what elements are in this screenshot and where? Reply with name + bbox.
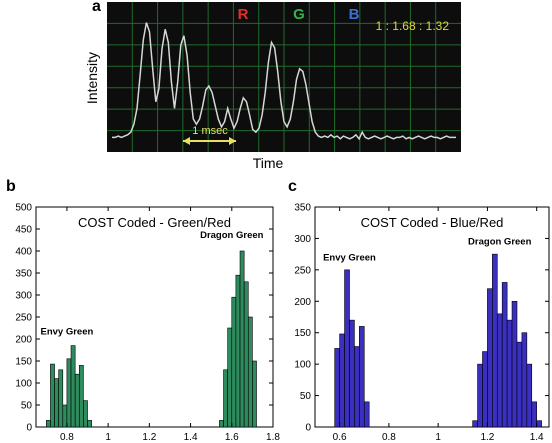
channel-label-r: R	[238, 6, 249, 23]
hist-br-bar	[482, 351, 488, 428]
hist-gr-y-tick-label: 450	[15, 225, 32, 236]
hist-gr-x-tick-label: 1	[105, 432, 111, 443]
hist-br-y-tick-label: 350	[294, 203, 311, 214]
hist-br-y-tick-label: 300	[294, 234, 311, 245]
hist-gr-y-tick-label: 400	[15, 247, 32, 258]
hist-br-bar	[531, 401, 537, 428]
hist-br-bar	[472, 420, 478, 428]
hist-gr-y-tick-label: 150	[15, 357, 32, 368]
intensity-trace	[112, 22, 456, 141]
hist-br-annotation: Dragon Green	[468, 237, 532, 248]
ratio-label: 1 : 1.68 : 1.32	[376, 19, 450, 33]
hist-br-bar	[477, 363, 483, 428]
hist-br-x-tick-label: 0.8	[382, 432, 396, 443]
hist-br-bar	[334, 348, 340, 428]
hist-br-bar	[344, 269, 350, 428]
hist-br-bar	[526, 363, 533, 428]
hist-gr-bar	[252, 360, 257, 428]
hist-br-bar	[354, 346, 360, 428]
hist-br-x-tick-label: 1.2	[480, 432, 494, 443]
histogram-green-red: 0.8 1 1.2 1.4 1.6 1.8 0 50 100 150 200 250 300 350 400…	[15, 203, 280, 443]
hist-br-bar	[511, 300, 518, 428]
hist-br-bar	[506, 319, 513, 428]
hist-gr-y-tick-label: 500	[15, 203, 32, 214]
hist-br-bar	[536, 420, 542, 428]
hist-gr-bar	[78, 365, 84, 428]
trace-chart: R G B 1 : 1.68 : 1.32 1 msec Time Intensity	[84, 2, 461, 171]
hist-br-title: COST Coded - Blue/Red	[361, 215, 504, 230]
hist-gr-bar	[58, 369, 64, 428]
scale-bar-arrow-right	[229, 137, 236, 145]
hist-gr-bar	[87, 420, 92, 428]
hist-br-y-tick-label: 250	[294, 265, 311, 276]
hist-gr-x-tick-label: 1.2	[142, 432, 156, 443]
hist-br-bar	[492, 253, 498, 428]
hist-br-bar	[363, 401, 370, 428]
hist-br-x-tick-label: 1.4	[530, 432, 544, 443]
hist-gr-x-tick-label: 1.4	[184, 432, 198, 443]
hist-br-bar	[349, 319, 355, 428]
hist-gr-annotation: Envy Green	[41, 327, 94, 338]
panel-label-a: a	[92, 0, 101, 15]
hist-gr-y-tick-label: 300	[15, 291, 32, 302]
hist-br-bar	[359, 326, 365, 428]
hist-br-bar	[339, 333, 345, 428]
hist-gr-bar	[83, 400, 88, 428]
hist-br-y-tick-label: 0	[305, 423, 311, 434]
hist-br-x-tick-label: 0.6	[333, 432, 347, 443]
hist-br-y-tick-label: 150	[294, 328, 311, 339]
x-axis-label: Time	[253, 155, 284, 171]
hist-br-annotation: Envy Green	[323, 252, 376, 263]
hist-br-y-tick-label: 50	[300, 391, 312, 402]
hist-br-y-tick-label: 100	[294, 360, 311, 371]
hist-gr-annotation: Dragon Green	[200, 230, 264, 241]
hist-gr-title: COST Coded - Green/Red	[78, 215, 231, 230]
hist-gr-x-tick-label: 1.8	[266, 432, 280, 443]
hist-br-bar	[496, 313, 503, 428]
hist-gr-y-tick-label: 350	[15, 269, 32, 280]
hist-br-bar	[516, 341, 523, 428]
hist-br-x-tick-label: 1	[435, 432, 441, 443]
hist-gr-x-tick-label: 1.6	[225, 432, 239, 443]
channel-label-g: G	[293, 6, 305, 23]
channel-label-b: B	[349, 6, 360, 23]
scale-bar-arrow-left	[183, 137, 190, 145]
hist-br-bar	[521, 332, 528, 428]
hist-gr-y-tick-label: 0	[26, 423, 32, 434]
hist-gr-y-tick-label: 100	[15, 379, 32, 390]
hist-br-bar	[487, 288, 493, 428]
y-axis-label: Intensity	[84, 52, 100, 104]
hist-br-y-tick-label: 200	[294, 297, 311, 308]
hist-gr-y-tick-label: 200	[15, 335, 32, 346]
hist-gr-y-tick-label: 250	[15, 313, 32, 324]
panel-label-c: c	[288, 178, 297, 195]
panel-label-b: b	[6, 178, 16, 195]
hist-br-bar	[501, 282, 508, 428]
scale-bar-label: 1 msec	[192, 125, 228, 137]
hist-gr-y-tick-label: 50	[21, 401, 33, 412]
hist-gr-x-tick-label: 0.8	[60, 432, 74, 443]
